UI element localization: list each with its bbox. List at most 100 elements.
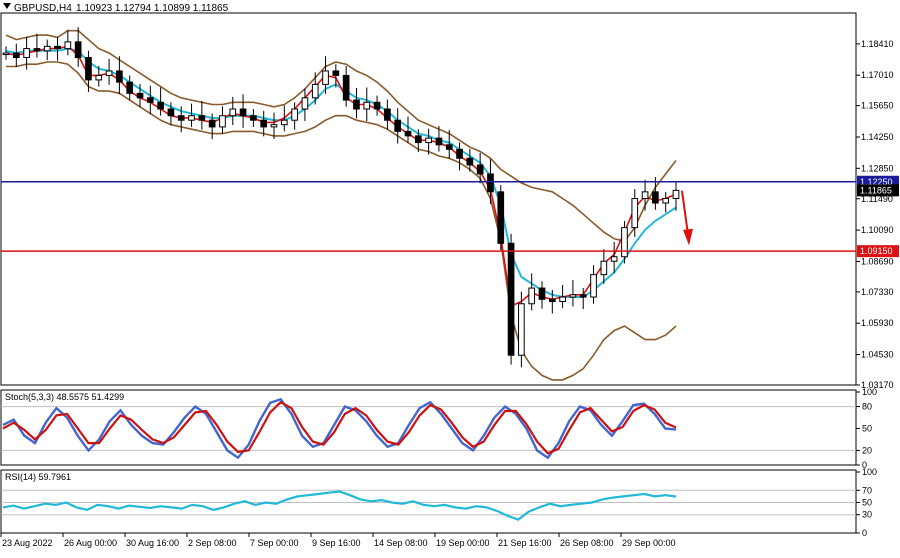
candle-body — [167, 108, 175, 117]
candle-body — [229, 108, 237, 117]
symbol-timeframe: GBPUSD,H4 — [14, 3, 72, 14]
ohlc-readout: 1.10923 1.12794 1.10899 1.11865 — [76, 3, 229, 14]
candle-body — [322, 70, 329, 85]
candle-body — [291, 108, 298, 121]
time-tick-label: 14 Sep 08:00 — [374, 538, 428, 548]
candle-body — [177, 115, 185, 121]
candle-body — [528, 287, 536, 305]
current-price-label: 1.11865 — [860, 185, 892, 195]
time-tick-label: 19 Sep 00:00 — [436, 538, 490, 548]
candle-body — [466, 157, 474, 166]
candle-body — [569, 294, 577, 298]
candle-body — [219, 115, 226, 128]
dropdown-triangle-icon[interactable] — [3, 3, 11, 9]
candle-body — [425, 137, 432, 144]
indicator-tick-label: 20 — [862, 445, 872, 455]
down-arrow-annotation — [681, 190, 693, 246]
time-tick-label: 2 Sep 08:00 — [188, 538, 237, 548]
candle-body — [23, 48, 30, 59]
candle-body — [301, 97, 309, 110]
candles-group — [2, 27, 680, 368]
candle-body — [105, 70, 113, 76]
candle-body — [280, 119, 288, 126]
indicator-tick-label: 50 — [862, 424, 872, 434]
indicator-tick-label: 100 — [862, 387, 877, 397]
candle-body — [507, 242, 515, 356]
price-tick-label: 1.17010 — [861, 70, 894, 80]
indicator-tick-label: 0 — [862, 460, 867, 470]
price-tick-label: 1.15650 — [861, 101, 894, 111]
candle-body — [270, 124, 278, 128]
candle-body — [43, 45, 51, 52]
stoch-signal-line — [2, 400, 677, 455]
indicator-tick-label: 30 — [862, 510, 872, 520]
candle-body — [538, 287, 546, 300]
candle-body — [85, 57, 92, 81]
candle-body — [260, 119, 268, 128]
candle-body — [559, 296, 566, 303]
price-tick-label: 1.07330 — [861, 287, 894, 297]
candle-body — [342, 74, 350, 101]
candle-body — [621, 227, 628, 258]
indicator-tick-label: 0 — [862, 528, 867, 538]
candle-body — [518, 303, 525, 356]
stochastic-panel — [0, 389, 857, 466]
candle-body — [672, 189, 680, 200]
candle-body — [394, 119, 402, 132]
time-tick-label: 30 Aug 16:00 — [126, 538, 179, 548]
candle-body — [74, 41, 82, 59]
indicator-tick-label: 100 — [862, 467, 877, 477]
candle-body — [208, 119, 216, 128]
candle-body — [54, 45, 61, 50]
candle-body — [157, 101, 164, 110]
price-tick-label: 1.04530 — [861, 350, 894, 360]
price-tick-label: 1.10090 — [861, 225, 894, 235]
price-tick-label: 1.12850 — [861, 163, 894, 173]
candle-body — [631, 198, 639, 229]
candle-body — [476, 164, 484, 175]
indicator-tick-label: 70 — [862, 485, 872, 495]
level-price-label: 1.09150 — [860, 246, 893, 256]
candle-body — [456, 148, 463, 159]
candle-body — [2, 52, 10, 56]
indicator-tick-label: 80 — [862, 402, 872, 412]
candle-body — [363, 101, 371, 110]
time-tick-label: 26 Sep 08:00 — [560, 538, 614, 548]
candle-body — [311, 83, 319, 99]
time-tick-label: 23 Aug 2022 — [2, 538, 53, 548]
time-tick-label: 7 Sep 00:00 — [250, 538, 299, 548]
indicator-tick-label: 50 — [862, 498, 872, 508]
indicator-title: RSI(14) 59.7961 — [5, 472, 71, 482]
candle-body — [146, 97, 154, 103]
candle-body — [590, 274, 597, 298]
candle-body — [95, 74, 103, 81]
candle-body — [414, 135, 422, 144]
candle-body — [445, 144, 453, 150]
level-price-label: 1.12250 — [860, 177, 893, 187]
candle-body — [239, 108, 247, 117]
candle-body — [250, 115, 257, 121]
candle-body — [373, 101, 381, 110]
candle-body — [188, 115, 195, 121]
price-tick-label: 1.08690 — [861, 256, 894, 266]
current-price-badge — [857, 184, 899, 197]
candle-body — [662, 198, 670, 204]
time-tick-label: 26 Aug 00:00 — [64, 538, 117, 548]
price-tick-label: 1.11490 — [861, 194, 893, 204]
indicator-title: Stoch(5,3,3) 48.5575 51.4299 — [5, 392, 124, 402]
candle-body — [12, 52, 20, 59]
rsi-panel — [0, 469, 857, 534]
candle-body — [610, 256, 618, 262]
candle-body — [548, 298, 556, 303]
time-tick-label: 9 Sep 16:00 — [312, 538, 361, 548]
arrow-head — [683, 228, 693, 246]
stoch-main-line — [2, 397, 677, 460]
candle-body — [497, 191, 505, 244]
candle-body — [641, 191, 649, 200]
price-tick-label: 1.18410 — [861, 39, 894, 49]
candle-body — [579, 294, 587, 298]
candle-body — [136, 92, 144, 99]
candle-body — [487, 173, 494, 193]
